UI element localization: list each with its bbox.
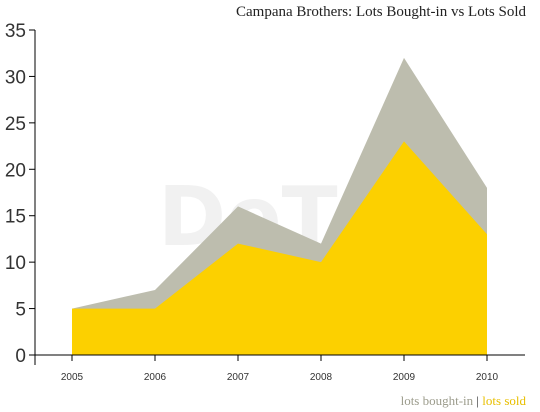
y-tick-label: 10 <box>5 253 26 274</box>
x-tick-label: 2008 <box>310 372 333 383</box>
x-tick-label: 2009 <box>393 372 416 383</box>
legend-text: lots bought-in | lots sold <box>401 393 527 408</box>
x-axis: 2005 2006 2007 2008 2009 2010 <box>35 354 525 383</box>
y-tick-label: 0 <box>15 346 26 367</box>
x-tick-label: 2010 <box>476 372 499 383</box>
y-axis: 0 5 10 15 20 25 30 35 <box>5 21 36 367</box>
y-tick-label: 25 <box>5 114 26 135</box>
y-tick-label: 5 <box>15 300 26 321</box>
legend-item-lots-sold: lots sold <box>482 393 526 408</box>
plot-area <box>72 57 487 356</box>
legend-separator: | <box>473 393 482 408</box>
legend: lots bought-in | lots sold <box>401 393 527 408</box>
x-tick-label: 2006 <box>144 372 167 383</box>
legend-item-lots-bought-in: lots bought-in <box>401 393 474 408</box>
y-tick-label: 35 <box>5 21 26 42</box>
x-tick-label: 2005 <box>61 372 84 383</box>
y-tick-label: 20 <box>5 160 26 181</box>
y-tick-label: 30 <box>5 67 26 88</box>
y-tick-label: 15 <box>5 207 26 228</box>
chart-title: Campana Brothers: Lots Bought-in vs Lots… <box>236 4 526 20</box>
series-area-lots-sold <box>72 141 487 355</box>
x-tick-label: 2007 <box>227 372 250 383</box>
